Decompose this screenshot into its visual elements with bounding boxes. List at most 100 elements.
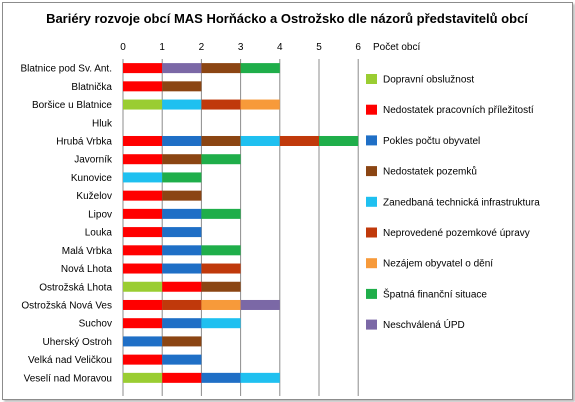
legend-swatch — [366, 196, 377, 207]
category-labels: Blatnice pod Sv. Ant. Blatnička Boršice u … — [20, 64, 113, 385]
bar-segment — [123, 227, 163, 238]
bar-segment — [162, 372, 202, 383]
bar-segment — [123, 63, 163, 74]
legend-swatch — [366, 135, 377, 146]
category-label: Ostrožská Nová Ves — [21, 300, 112, 311]
category-label: Louka — [85, 228, 113, 239]
bar-segment — [123, 354, 163, 365]
bar-segment — [240, 299, 280, 310]
bar-segment — [123, 263, 163, 274]
category-label: Uherský Ostroh — [43, 337, 112, 348]
bars — [123, 63, 359, 383]
bar-segment — [162, 281, 202, 292]
legend-label: Dopravní obslužnost — [383, 75, 474, 86]
legend-swatch — [366, 166, 377, 177]
x-tick-label: 6 — [355, 42, 361, 53]
bar-segment — [162, 318, 202, 329]
chart-canvas: Bariéry rozvoje obcí MAS Horňácko a Ostr… — [20, 11, 540, 396]
legend-swatch — [366, 104, 377, 115]
x-tick-label: 0 — [120, 42, 126, 53]
bar-segment — [162, 336, 202, 347]
legend-label: Neprovedené pozemkové úpravy — [383, 228, 530, 239]
bar-segment — [123, 154, 163, 165]
bar-segment — [201, 63, 241, 74]
bar-segment — [201, 318, 241, 329]
category-label: Suchov — [79, 319, 112, 330]
category-label: Malá Vrbka — [62, 246, 113, 257]
bar-segment — [162, 81, 202, 92]
chart-title: Bariéry rozvoje obcí MAS Horňácko a Ostr… — [46, 11, 528, 26]
category-label: Javorník — [74, 155, 113, 166]
legend-label: Zanedbaná technická infrastruktura — [383, 197, 540, 208]
legend-swatch — [366, 74, 377, 84]
category-label: Hluk — [92, 118, 113, 129]
category-label: Boršice u Blatnice — [32, 100, 112, 111]
bar-segment — [240, 99, 280, 110]
legend-swatch — [366, 319, 377, 330]
bar-segment — [123, 81, 163, 92]
legend-label: Neschválená ÚPD — [383, 318, 465, 331]
x-tick-label: 4 — [277, 42, 283, 53]
bar-segment — [162, 227, 202, 238]
bar-segment — [201, 99, 241, 110]
bar-segment — [123, 135, 163, 146]
bar-segment — [240, 372, 280, 383]
bar-segment — [162, 245, 202, 256]
bar-segment — [123, 318, 163, 329]
bar-segment — [162, 263, 202, 274]
category-label: Velká nad Veličkou — [28, 355, 112, 366]
legend: Dopravní obslužnost Nedostatek pracovních… — [366, 74, 540, 331]
bar-segment — [123, 336, 163, 347]
bar-segment — [201, 299, 241, 310]
bar-segment — [240, 63, 280, 74]
bar-segment — [123, 245, 163, 256]
bar-segment — [162, 299, 202, 310]
category-label: Hrubá Vrbka — [56, 136, 112, 147]
bar-segment — [123, 372, 163, 383]
x-axis-ticks: 0 1 2 3 4 5 6 — [120, 42, 361, 53]
legend-swatch — [366, 258, 377, 269]
bar-segment — [123, 281, 163, 292]
bar-segment — [123, 99, 163, 110]
legend-swatch — [366, 227, 377, 238]
bar-segment — [162, 190, 202, 201]
category-label: Blatnice pod Sv. Ant. — [20, 64, 112, 75]
category-label: Veselí nad Moravou — [24, 373, 112, 384]
x-tick-label: 2 — [199, 42, 205, 53]
bar-segment — [123, 299, 163, 310]
x-axis-label: Počet obcí — [373, 42, 420, 53]
bar-segment — [162, 172, 202, 183]
bar-segment — [240, 135, 280, 146]
bar-segment — [162, 63, 202, 74]
bar-segment — [201, 263, 241, 274]
bar-segment — [123, 172, 163, 183]
bar-segment — [279, 135, 319, 146]
x-tick-label: 5 — [316, 42, 322, 53]
legend-swatch — [366, 288, 377, 299]
legend-label: Nedostatek pracovních příležitostí — [383, 105, 534, 116]
category-label: Blatnička — [71, 82, 112, 93]
category-label: Ostrožská Lhota — [39, 282, 112, 293]
bar-segment — [201, 245, 241, 256]
bar-segment — [162, 354, 202, 365]
category-label: Nová Lhota — [61, 264, 113, 275]
bar-segment — [123, 190, 163, 201]
category-label: Kunovice — [71, 173, 113, 184]
bar-segment — [162, 99, 202, 110]
bar-segment — [123, 208, 163, 219]
bar-segment — [201, 372, 241, 383]
category-label: Kuželov — [76, 191, 112, 202]
bar-segment — [201, 208, 241, 219]
bar-segment — [201, 135, 241, 146]
bar-segment — [162, 154, 202, 165]
bar-segment — [201, 154, 241, 165]
bar-segment — [162, 135, 202, 146]
bar-segment — [162, 208, 202, 219]
bar-segment — [319, 135, 359, 146]
category-label: Lipov — [88, 209, 112, 220]
x-tick-label: 1 — [159, 42, 165, 53]
legend-label: Špatná finanční situace — [383, 287, 487, 300]
legend-label: Nedostatek pozemků — [383, 166, 477, 178]
x-tick-label: 3 — [238, 42, 244, 53]
